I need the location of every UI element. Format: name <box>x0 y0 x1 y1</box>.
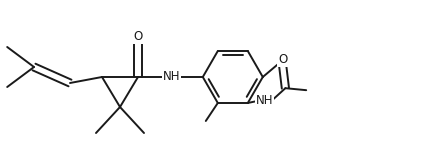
Text: NH: NH <box>256 94 273 107</box>
Text: O: O <box>134 30 143 43</box>
Text: O: O <box>278 53 287 66</box>
Text: NH: NH <box>163 70 180 83</box>
